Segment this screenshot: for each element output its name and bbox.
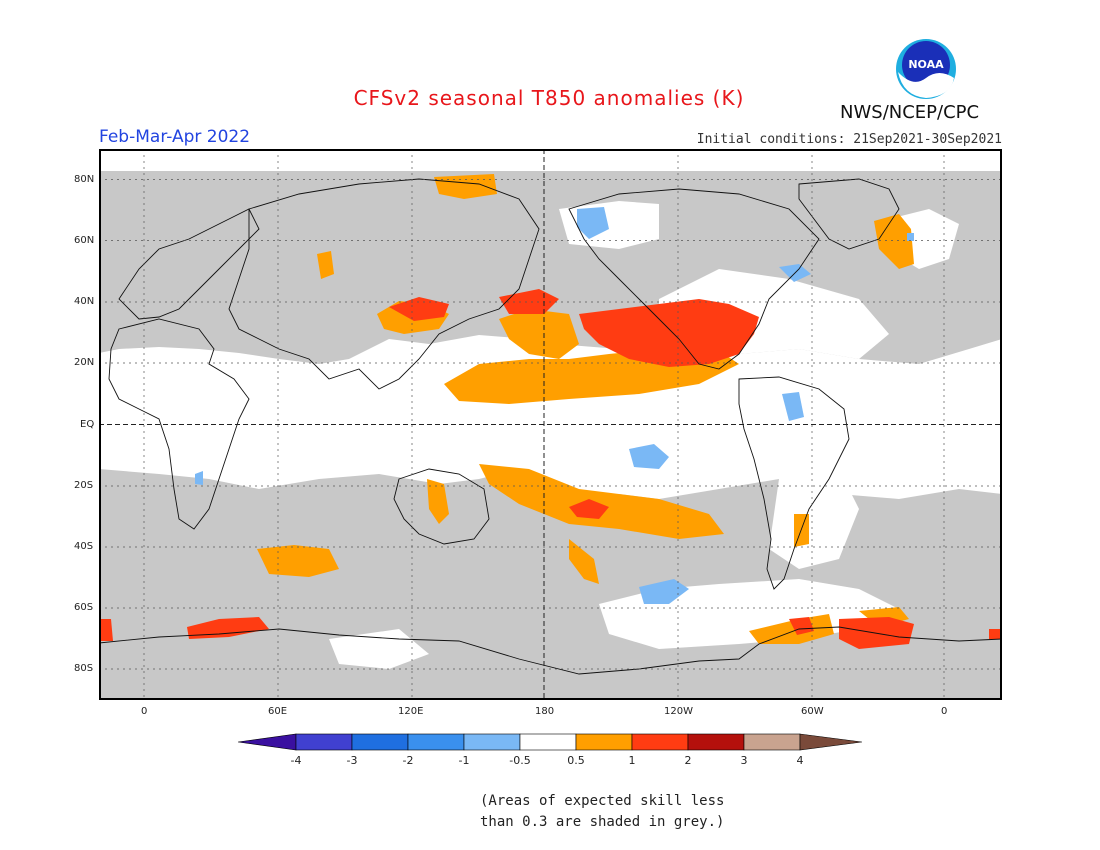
white-region-south-atlantic <box>769 469 859 569</box>
blue-amazon <box>782 392 804 421</box>
forecast-period: Feb-Mar-Apr 2022 <box>99 127 251 147</box>
orange-australia <box>427 479 449 524</box>
coast-greenland <box>798 178 900 250</box>
colorbar-label: -3 <box>346 754 358 767</box>
logo-text: NOAA <box>908 58 944 71</box>
lat-label-20s: 20S <box>74 480 94 491</box>
colorbar-bin-3 <box>407 733 465 751</box>
lon-label-60w: 60W <box>801 706 824 717</box>
lat-label-80s: 80S <box>74 663 94 674</box>
lat-label-40n: 40N <box>74 296 95 307</box>
red-east-asia <box>389 297 449 321</box>
white-region-arctic <box>559 201 659 249</box>
lat-label-80n: 80N <box>74 174 95 185</box>
colorbar-arrow-high <box>799 733 862 751</box>
graticule <box>99 149 1002 700</box>
orange-greenland-sea <box>874 214 914 269</box>
colorbar-bin-8 <box>687 733 745 751</box>
lat-label-eq: EQ <box>80 419 95 430</box>
anomaly-map <box>98 149 1003 700</box>
coast-south-america <box>738 376 850 590</box>
red-edge-east <box>989 629 1002 639</box>
noaa-logo: NOAA <box>896 39 956 99</box>
coastlines <box>98 178 1003 675</box>
map-border <box>99 149 1002 700</box>
coast-asia <box>228 178 540 390</box>
coast-north-america <box>568 188 820 370</box>
colorbar-label: -1 <box>458 754 470 767</box>
skill-note: (Areas of expected skill less than 0.3 a… <box>480 791 724 833</box>
lon-label-0-west: 0 <box>141 706 148 717</box>
red-southern-ocean-indian <box>187 617 269 639</box>
orange-antarctic-peninsula <box>749 614 834 644</box>
colorbar-bin-5 <box>519 733 577 751</box>
lon-label-60e: 60E <box>268 706 288 717</box>
equator-dateline <box>99 149 1002 700</box>
initial-conditions: Initial conditions: 21Sep2021-30Sep2021 <box>696 132 1002 147</box>
colorbar-label: 0.5 <box>567 754 585 767</box>
blue-alaska <box>577 207 609 239</box>
colorbar-label: 3 <box>740 754 748 767</box>
lon-label-120w: 120W <box>664 706 693 717</box>
red-edge-west <box>99 619 113 641</box>
coast-europe <box>118 208 260 320</box>
colorbar-label: 2 <box>684 754 692 767</box>
map-svg <box>98 149 1003 700</box>
agency-label: NWS/NCEP/CPC <box>840 102 980 123</box>
lat-label-60n: 60N <box>74 235 95 246</box>
skill-note-line: (Areas of expected skill less <box>480 793 725 809</box>
colorbar-bin-6 <box>575 733 633 751</box>
orange-south-pacific <box>479 464 724 539</box>
colorbar-bin-2 <box>351 733 409 751</box>
blue-africa <box>195 471 203 485</box>
skill-note-line: than 0.3 are shaded in grey.) <box>480 814 725 830</box>
blue-southern-ocean <box>639 579 689 604</box>
red-south-pacific-core <box>569 499 609 519</box>
orange-arctic-siberia <box>434 174 497 199</box>
lon-label-180: 180 <box>535 706 555 717</box>
lat-label-60s: 60S <box>74 602 94 613</box>
coast-antarctica <box>98 626 1003 675</box>
lon-label-0-east: 0 <box>941 706 948 717</box>
colorbar <box>238 733 862 751</box>
colorbar-bin-9 <box>743 733 801 751</box>
map-title: CFSv2 seasonal T850 anomalies (K) <box>353 86 745 110</box>
orange-north-pacific-arc <box>499 309 579 359</box>
orange-indian-ocean <box>257 545 339 577</box>
coast-africa <box>108 318 250 530</box>
colorbar-label: -0.5 <box>509 754 531 767</box>
lat-label-40s: 40S <box>74 541 94 552</box>
colorbar-label: -4 <box>290 754 302 767</box>
blue-greenland <box>907 233 914 241</box>
orange-spcz-tail <box>569 539 599 584</box>
colorbar-bin-7 <box>631 733 689 751</box>
colorbar-label: 4 <box>796 754 804 767</box>
orange-northern-india <box>317 251 334 279</box>
colorbar-bin-4 <box>463 733 521 751</box>
blue-central-pacific <box>629 444 669 469</box>
colorbar-label: 1 <box>628 754 636 767</box>
colorbar-label: -2 <box>402 754 414 767</box>
colorbar-bin-1 <box>295 733 353 751</box>
coast-australia <box>393 468 490 545</box>
colorbar-arrow-low <box>238 733 297 751</box>
lon-label-120e: 120E <box>398 706 424 717</box>
red-north-america <box>579 299 759 367</box>
lat-label-20n: 20N <box>74 357 95 368</box>
